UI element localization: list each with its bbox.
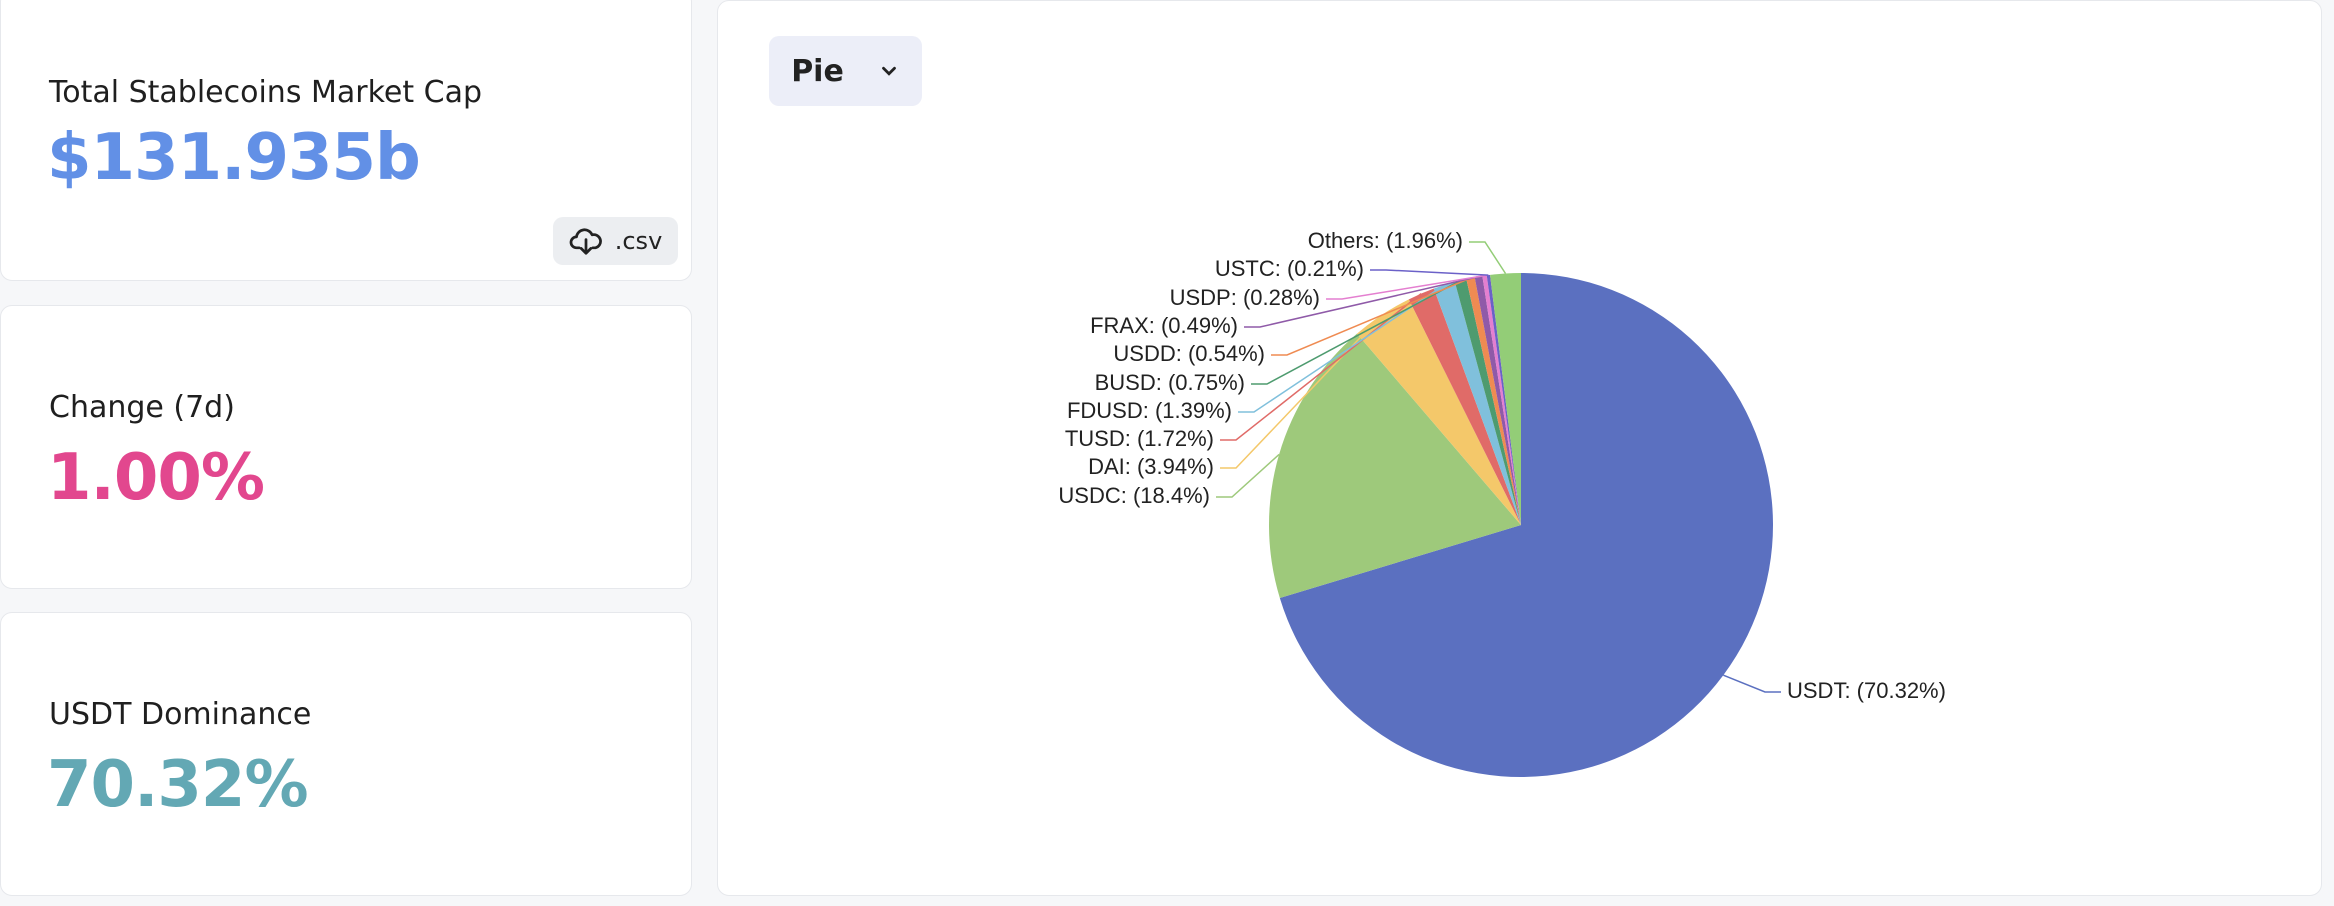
pie-slice <box>1454 279 1521 525</box>
leader-line <box>1370 269 1489 276</box>
leader-line <box>1238 284 1445 413</box>
slice-label: DAI: (3.94%) <box>1088 454 1214 479</box>
leader-line <box>1326 274 1485 300</box>
slice-label: FDUSD: (1.39%) <box>1067 398 1232 423</box>
slice-label: TUSD: (1.72%) <box>1065 426 1214 451</box>
leader-line <box>1244 275 1479 328</box>
pie-slice <box>1356 299 1521 525</box>
card-title: Change (7d) <box>49 390 235 425</box>
csv-button[interactable]: .csv <box>553 217 678 265</box>
pie-slice <box>1482 275 1521 525</box>
card: USDT Dominance 70.32% <box>0 612 692 896</box>
card-value: 1.00% <box>47 441 265 515</box>
card: Change (7d) 1.00% <box>0 305 692 589</box>
slice-label: USDD: (0.54%) <box>1113 341 1265 366</box>
leader-line <box>1220 314 1383 469</box>
card-value: $131.935b <box>47 121 421 195</box>
pie-slice <box>1279 273 1774 778</box>
slice-label: USTC: (0.21%) <box>1215 256 1364 281</box>
dropdown-label: Pie <box>791 53 844 89</box>
pie-slice <box>1486 274 1521 525</box>
leader-line <box>1469 241 1507 274</box>
slice-label: FRAX: (0.49%) <box>1090 313 1238 338</box>
card-title: USDT Dominance <box>49 697 312 732</box>
slice-label: Others: (1.96%) <box>1308 228 1463 253</box>
csv-label: .csv <box>614 227 663 255</box>
slice-label: USDT: (70.32%) <box>1787 678 1946 703</box>
card-title: Total Stablecoins Market Cap <box>49 75 483 110</box>
leader-line <box>1216 453 1280 498</box>
card: Total Stablecoins Market Cap $131.935b .… <box>0 0 692 281</box>
slice-label: USDP: (0.28%) <box>1170 285 1320 310</box>
pie-slice <box>1474 275 1521 525</box>
slice-label: BUSD: (0.75%) <box>1095 370 1245 395</box>
chart-type-dropdown[interactable]: Pie <box>769 36 922 106</box>
pie-slice <box>1433 281 1521 525</box>
pie-slice <box>1466 277 1521 525</box>
download-icon <box>569 228 602 255</box>
card-value: 70.32% <box>47 748 309 822</box>
pie-chart: USDT: (70.32%) USDC: (18.4%) DAI: (3.94%) T… <box>1058 228 1946 778</box>
slice-label: USDC: (18.4%) <box>1058 483 1210 508</box>
leader-line <box>1251 279 1461 385</box>
pie-slice <box>1408 288 1521 525</box>
pie-slice <box>1490 273 1521 525</box>
pie-slice <box>1269 333 1521 599</box>
chart-panel: Pie USDT: (70.32%) USDC: (18.4%) DAI: (3.9… <box>717 0 2322 896</box>
leader-line <box>1723 674 1781 693</box>
chevron <box>881 66 896 76</box>
leader-line <box>1271 277 1471 356</box>
